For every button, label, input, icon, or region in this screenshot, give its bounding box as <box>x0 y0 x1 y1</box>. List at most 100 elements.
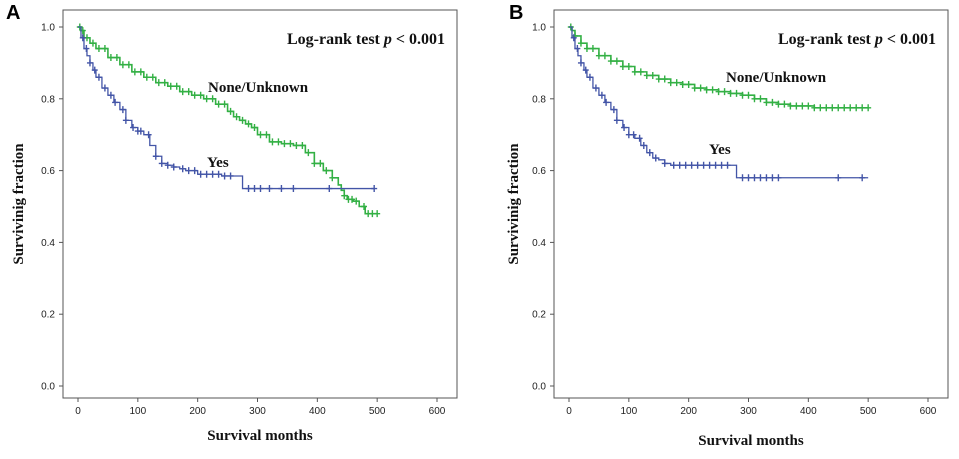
x-axis-title: Survival months <box>207 428 313 444</box>
survival-curve <box>78 26 375 190</box>
censor-mark <box>610 106 617 114</box>
censor-mark <box>281 140 288 148</box>
x-tick-label: 500 <box>369 406 386 417</box>
censor-mark <box>733 89 740 97</box>
censor-mark <box>739 91 746 99</box>
censor-mark <box>79 34 86 42</box>
censor-mark <box>130 124 137 132</box>
y-tick-label: 0.4 <box>41 238 55 249</box>
censor-mark <box>621 124 628 132</box>
censor-mark <box>712 161 719 169</box>
series-none-unknown: None/Unknown <box>567 23 872 112</box>
censor-mark <box>631 68 638 76</box>
censor-mark <box>167 82 174 90</box>
censor-mark <box>197 170 204 178</box>
panel-label: B <box>509 2 524 24</box>
censor-mark <box>209 95 216 103</box>
annotation-value: < 0.001 <box>883 31 936 48</box>
censor-mark <box>341 192 348 200</box>
censor-mark <box>763 98 770 106</box>
censor-mark <box>251 124 258 132</box>
x-tick-label: 100 <box>129 406 146 417</box>
censor-mark <box>769 98 776 106</box>
censor-mark <box>757 95 764 103</box>
censor-mark <box>601 52 608 60</box>
censor-mark <box>326 185 333 193</box>
x-tick-label: 300 <box>249 406 266 417</box>
censor-mark <box>694 161 701 169</box>
censor-mark <box>191 167 198 175</box>
censor-mark <box>817 104 824 112</box>
censor-mark <box>215 170 222 178</box>
censor-mark <box>323 167 330 175</box>
annotation-text: Log-rank test <box>778 31 875 48</box>
series-none-unknown: None/Unknown <box>76 23 381 218</box>
x-tick-label: 200 <box>189 406 206 417</box>
panel-label: A <box>6 2 21 24</box>
censor-mark <box>95 45 102 53</box>
censor-mark <box>131 68 138 76</box>
censor-mark <box>112 98 119 106</box>
censor-mark <box>158 159 165 167</box>
censor-mark <box>613 57 620 65</box>
censor-mark <box>586 73 593 81</box>
censor-mark <box>245 185 252 193</box>
censor-mark <box>583 45 590 53</box>
censor-mark <box>152 152 159 160</box>
y-tick-label: 0.8 <box>41 94 55 105</box>
censor-mark <box>613 116 620 124</box>
censor-mark <box>107 91 114 99</box>
censor-mark <box>361 203 368 210</box>
censor-mark <box>155 79 162 87</box>
censor-mark <box>607 57 614 65</box>
censor-mark <box>185 167 192 175</box>
censor-mark <box>305 149 312 157</box>
x-tick-label: 0 <box>566 406 572 417</box>
censor-mark <box>582 66 589 74</box>
censor-mark <box>278 185 285 193</box>
censor-mark <box>637 68 644 76</box>
censor-mark <box>682 161 689 169</box>
censor-mark <box>727 89 734 97</box>
y-tick-label: 0.6 <box>532 166 546 177</box>
y-tick-label: 0.8 <box>532 94 546 105</box>
censor-mark <box>589 45 596 53</box>
censor-mark <box>221 100 228 108</box>
censor-mark <box>95 73 102 81</box>
censor-mark <box>203 170 210 178</box>
censor-mark <box>763 174 770 182</box>
censor-mark <box>781 100 788 108</box>
censor-mark <box>829 104 836 112</box>
censor-mark <box>697 84 704 92</box>
censor-mark <box>257 131 264 139</box>
panel-b: B 0.0 0.2 0.4 0.6 0.8 1.0 0 100 200 300 400 500 600 S… <box>495 0 959 459</box>
censor-mark <box>799 102 806 110</box>
x-tick-label: 300 <box>740 406 757 417</box>
censor-mark <box>101 84 108 92</box>
x-tick-label: 0 <box>75 406 81 417</box>
censor-mark <box>667 79 674 87</box>
censor-mark <box>841 104 848 112</box>
censor-mark <box>619 62 626 70</box>
annotation-value: < 0.001 <box>392 31 445 48</box>
censor-mark <box>119 106 126 114</box>
censor-mark <box>91 66 98 74</box>
log-rank-annotation: Log-rank test p < 0.001 <box>287 31 445 48</box>
censor-mark <box>709 86 716 94</box>
censor-mark <box>170 163 177 171</box>
censor-mark <box>649 71 656 79</box>
censor-mark <box>835 104 842 112</box>
censor-mark <box>574 45 581 53</box>
censor-mark <box>787 102 794 110</box>
censor-mark <box>835 174 842 182</box>
y-tick-label: 1.0 <box>532 23 546 34</box>
censor-mark <box>751 95 758 103</box>
censor-mark <box>853 104 860 112</box>
censor-mark <box>101 45 108 53</box>
x-axis-title: Survival months <box>698 433 804 449</box>
censor-mark <box>715 88 722 96</box>
censor-mark <box>149 73 156 81</box>
x-tick-label: 400 <box>800 406 817 417</box>
censor-mark <box>215 100 222 108</box>
censor-mark <box>691 84 698 92</box>
